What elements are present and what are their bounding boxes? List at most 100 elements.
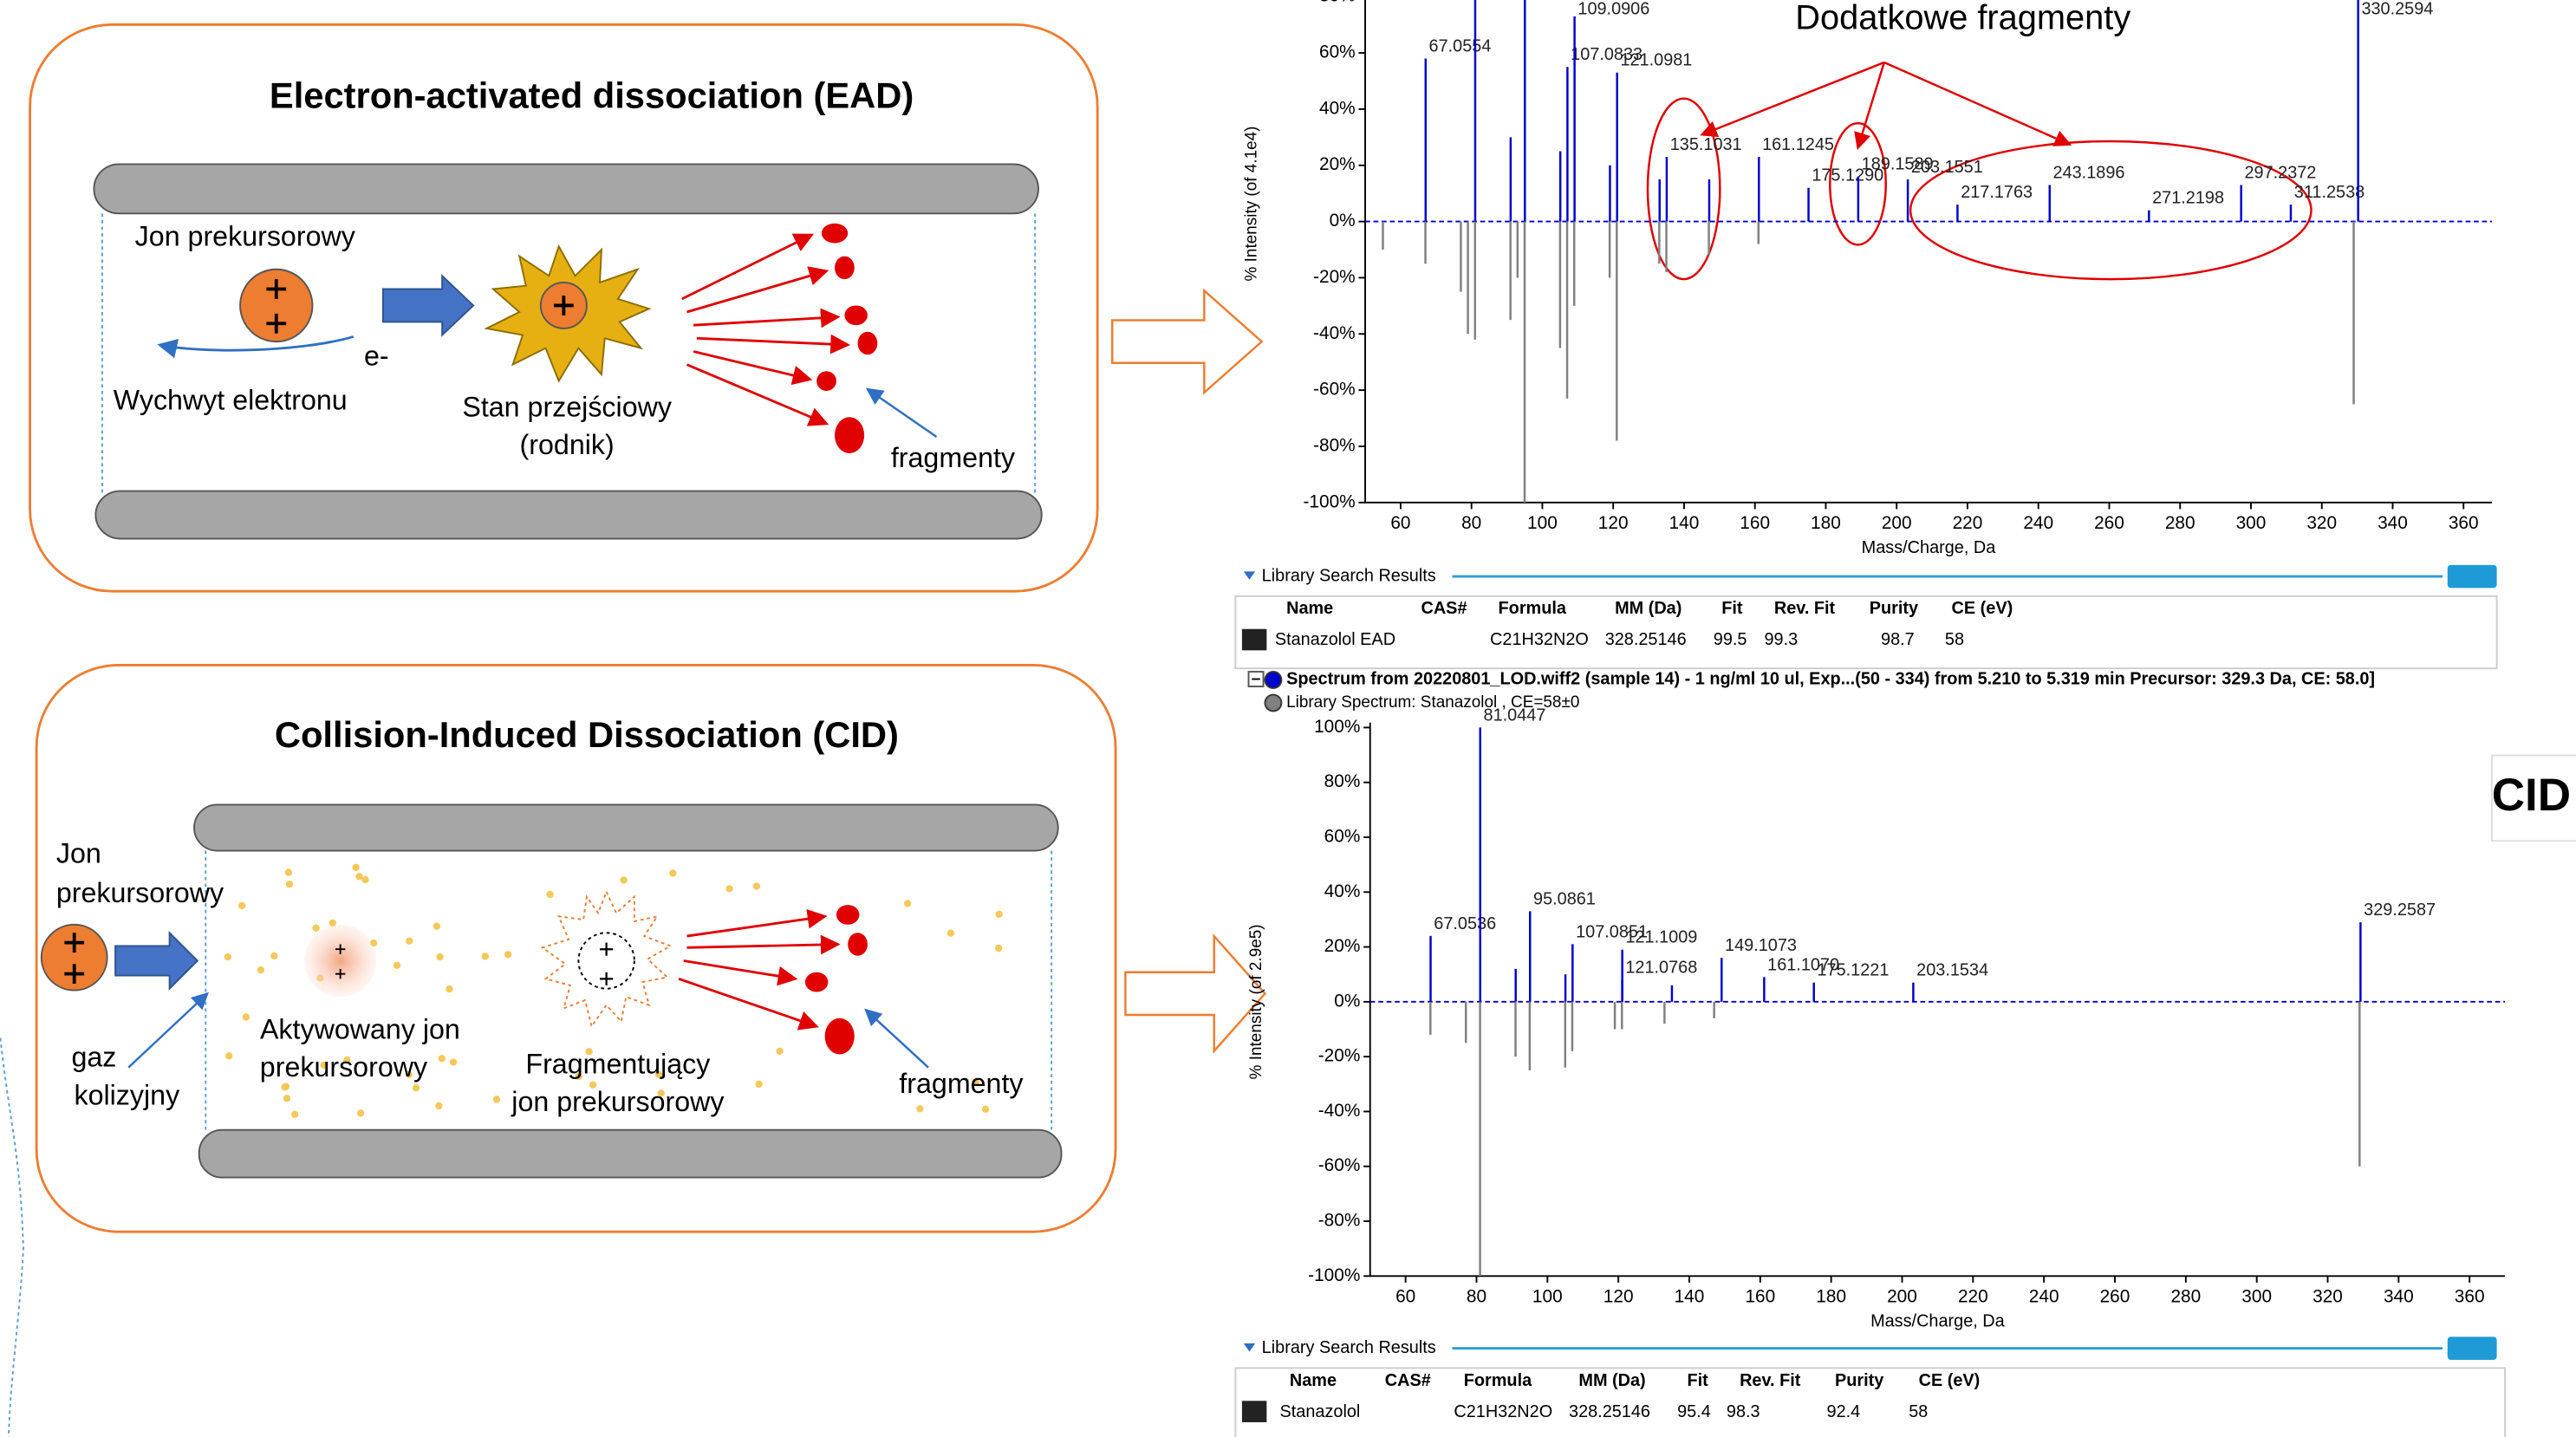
section-header: Library Search Results <box>1262 1338 1436 1357</box>
y-tick-label: -40% <box>1318 1101 1361 1121</box>
y-axis-title: % Intensity (of 2.9e5) <box>1247 924 1265 1079</box>
cell: 92.4 <box>1827 1402 1861 1421</box>
y-tick-label: 0% <box>1330 211 1356 231</box>
gas-dot <box>947 929 954 936</box>
gas-dot <box>406 938 413 945</box>
gas-dot <box>286 881 293 888</box>
x-tick-label: 220 <box>1958 1286 1988 1306</box>
label: Wychwyt elektronu <box>114 385 348 416</box>
gas-dot <box>394 962 400 969</box>
gas-dot <box>435 1102 442 1109</box>
x-tick-label: 340 <box>2378 513 2408 533</box>
label: prekursorowy <box>260 1051 428 1083</box>
gas-dot <box>669 869 676 876</box>
cell: 328.25146 <box>1569 1402 1650 1421</box>
y-tick-label: -20% <box>1318 1046 1361 1066</box>
gas-dot <box>436 953 443 960</box>
x-tick-label: 120 <box>1598 513 1629 533</box>
peak-label: 121.0981 <box>1620 51 1692 70</box>
label: Fragmentujący <box>525 1048 711 1079</box>
peak-label: 271.2198 <box>2152 189 2224 208</box>
peak-label: 217.1763 <box>1961 183 2033 202</box>
column-header: Formula <box>1499 599 1567 618</box>
column-header: CE (eV) <box>1919 1371 1981 1390</box>
gas-dot <box>352 864 359 871</box>
refresh-button[interactable] <box>2448 565 2497 588</box>
plate <box>94 164 1038 213</box>
x-tick-label: 360 <box>2449 513 2479 533</box>
label: jon prekursorowy <box>511 1086 725 1117</box>
x-tick-label: 260 <box>2100 1286 2130 1306</box>
gas-dot <box>450 1058 457 1065</box>
page: {"ead":{"title":"Electron-activated diss… <box>0 0 2576 1437</box>
label: fragmenty <box>899 1068 1024 1099</box>
x-tick-label: 320 <box>2313 1286 2343 1306</box>
y-tick-label: 100% <box>1314 717 1360 737</box>
refresh-button[interactable] <box>2448 1336 2497 1360</box>
peak-label: 161.1245 <box>1762 135 1834 154</box>
x-tick-label: 300 <box>2241 1286 2272 1306</box>
legend-marker <box>1265 695 1281 712</box>
gas-dot <box>281 1083 288 1090</box>
y-tick-label: 40% <box>1319 98 1356 118</box>
x-tick-label: 60 <box>1390 513 1410 533</box>
y-tick-label: -40% <box>1313 323 1356 343</box>
column-header: MM (Da) <box>1578 1371 1645 1390</box>
panel-title: Collision-Induced Dissociation (CID) <box>275 714 899 755</box>
label: kolizyjny <box>74 1079 180 1110</box>
y-tick-label: -20% <box>1313 267 1356 287</box>
x-tick-label: 80 <box>1461 513 1481 533</box>
column-header: Fit <box>1721 599 1743 618</box>
y-tick-label: 60% <box>1319 42 1356 62</box>
column-header: CAS# <box>1421 599 1467 618</box>
x-tick-label: 260 <box>2094 513 2124 533</box>
label: Stan przejściowy <box>462 391 673 422</box>
gas-dot <box>995 945 1002 952</box>
label: (rodnik) <box>520 429 615 460</box>
gas-dot <box>413 1084 420 1091</box>
gas-dot <box>312 925 319 932</box>
peak-label: 67.0554 <box>1429 37 1492 56</box>
y-tick-label: -80% <box>1313 435 1356 455</box>
peak-label: 297.2372 <box>2244 163 2316 182</box>
column-header: Fit <box>1687 1371 1708 1390</box>
x-tick-label: 300 <box>2236 513 2267 533</box>
gas-dot <box>225 1052 232 1059</box>
x-tick-label: 100 <box>1527 513 1558 533</box>
gas-dot <box>257 966 264 973</box>
gas-dot <box>504 951 511 958</box>
cell: C21H32N2O <box>1490 630 1589 649</box>
x-tick-label: 180 <box>1811 513 1841 533</box>
peak-label: 311.2538 <box>2294 183 2365 202</box>
flow-arrow <box>1112 290 1261 392</box>
label: Aktywowany jon <box>260 1013 460 1044</box>
plate <box>95 491 1041 539</box>
column-header: Rev. Fit <box>1740 1371 1801 1390</box>
legend-marker <box>1265 672 1281 688</box>
legend-label: Library Spectrum: Stanazolol , CE=58±0 <box>1286 693 1579 712</box>
y-axis-title: % Intensity (of 4.1e4) <box>1242 126 1260 281</box>
x-tick-label: 240 <box>2029 1286 2059 1306</box>
column-header: Formula <box>1464 1371 1532 1390</box>
gas-dot <box>995 911 1002 918</box>
label: Jon prekursorowy <box>135 220 356 251</box>
column-header: Name <box>1286 599 1333 618</box>
gas-dot <box>753 882 760 889</box>
y-tick-label: -100% <box>1303 491 1355 511</box>
gas-dot <box>982 1106 989 1113</box>
x-tick-label: 220 <box>1953 513 1983 533</box>
expander[interactable] <box>1244 1343 1255 1351</box>
x-tick-label: 200 <box>1887 1286 1917 1306</box>
cell: Stanazolol <box>1280 1402 1361 1421</box>
gas-dot <box>446 985 452 992</box>
x-tick-label: 200 <box>1882 513 1912 533</box>
gas-dot <box>904 900 911 907</box>
label: fragmenty <box>891 442 1016 473</box>
cell: 58 <box>1945 630 1964 649</box>
peak-label: 121.0768 <box>1625 959 1697 978</box>
x-tick-label: 320 <box>2306 513 2337 533</box>
expander[interactable] <box>1244 571 1255 579</box>
peak-label: 203.1534 <box>1916 961 1988 980</box>
label: Jon <box>56 838 101 869</box>
x-tick-label: 100 <box>1532 1286 1563 1306</box>
